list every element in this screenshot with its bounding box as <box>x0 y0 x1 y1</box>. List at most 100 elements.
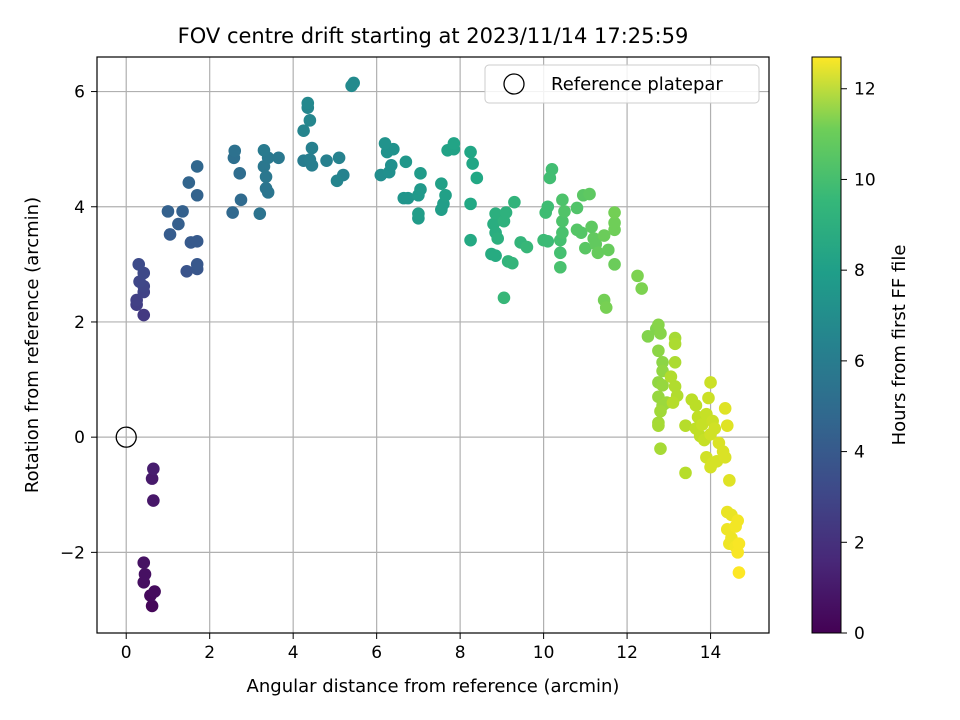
data-point <box>464 233 477 247</box>
data-point <box>259 182 273 195</box>
data-point <box>305 141 319 155</box>
data-point <box>347 76 360 90</box>
data-point <box>401 191 415 205</box>
colorbar: 0 2 4 6 8 10 12 Hours from first FF file <box>811 56 910 644</box>
data-point <box>631 269 644 283</box>
data-point <box>491 232 504 245</box>
data-point <box>508 195 521 209</box>
data-points <box>130 76 746 613</box>
data-point <box>702 391 715 405</box>
data-point <box>570 201 584 215</box>
colorbar-tick-label: 4 <box>854 443 865 463</box>
data-point <box>226 206 239 219</box>
data-point <box>579 241 592 255</box>
data-point <box>608 258 621 271</box>
reference-point <box>115 426 137 448</box>
data-point <box>543 171 557 185</box>
data-point <box>602 243 615 257</box>
data-point <box>330 174 344 188</box>
data-point <box>138 567 152 581</box>
data-point <box>597 229 611 242</box>
data-point <box>399 155 413 169</box>
data-point <box>554 246 567 260</box>
data-point <box>695 418 709 431</box>
data-point <box>147 462 160 476</box>
data-point <box>378 137 392 150</box>
legend-marker <box>503 73 525 95</box>
data-point <box>668 355 682 369</box>
data-point <box>320 154 333 167</box>
colorbar-tick-label: 2 <box>854 533 865 553</box>
colorbar-tick-label: 6 <box>854 352 865 372</box>
data-point <box>635 282 648 295</box>
y-tick-label: −2 <box>60 543 85 563</box>
data-point <box>599 301 613 314</box>
data-point <box>190 160 204 173</box>
x-tick-label: 14 <box>700 643 722 663</box>
data-point <box>172 217 185 231</box>
data-point <box>556 193 569 207</box>
data-point <box>668 337 682 351</box>
grid <box>97 57 769 633</box>
data-point <box>704 427 717 441</box>
data-point <box>233 167 247 180</box>
colorbar-gradient <box>811 56 842 634</box>
data-point <box>130 293 143 307</box>
data-point <box>731 514 744 527</box>
legend-box <box>484 64 760 104</box>
data-point <box>520 240 534 254</box>
colorbar-ticks: 0 2 4 6 8 10 12 <box>841 80 876 644</box>
data-point <box>497 291 511 305</box>
legend: Reference platepar <box>484 64 760 104</box>
data-point <box>412 207 425 220</box>
data-point <box>447 137 461 150</box>
x-tick-label: 6 <box>371 643 382 663</box>
x-tick-label: 10 <box>533 643 555 663</box>
data-point <box>723 474 736 487</box>
data-point <box>145 472 159 485</box>
colorbar-tick-label: 0 <box>854 624 865 644</box>
data-point <box>137 556 151 570</box>
data-point <box>137 308 151 322</box>
x-tick-label: 4 <box>288 643 299 663</box>
data-point <box>228 144 242 158</box>
data-point <box>464 145 477 159</box>
data-point <box>384 158 398 172</box>
data-point <box>656 355 669 369</box>
data-point <box>718 451 732 464</box>
data-point <box>654 442 667 455</box>
data-point <box>679 419 692 432</box>
colorbar-label: Hours from first FF file <box>889 245 910 446</box>
reference-marker <box>115 426 137 448</box>
data-point <box>558 205 571 218</box>
data-point <box>679 466 692 480</box>
legend-label: Reference platepar <box>551 74 723 95</box>
x-tick-label: 2 <box>204 643 215 663</box>
data-point <box>541 235 555 248</box>
data-point <box>180 264 194 278</box>
data-point <box>190 258 204 271</box>
colorbar-tick-label: 12 <box>854 80 876 100</box>
data-point <box>654 404 667 418</box>
data-point <box>666 396 680 409</box>
data-point <box>132 258 146 271</box>
data-point <box>257 144 271 157</box>
y-tick-label: 4 <box>74 198 85 218</box>
data-point <box>145 599 159 613</box>
data-point <box>664 370 678 383</box>
data-point <box>608 206 621 219</box>
data-point <box>489 207 502 220</box>
y-axis-label: Rotation from reference (arcmin) <box>22 197 43 493</box>
data-point <box>556 226 569 239</box>
data-point <box>176 205 189 218</box>
x-tick-label: 8 <box>455 643 466 663</box>
data-point <box>720 419 734 432</box>
data-point <box>641 330 655 343</box>
data-point <box>585 220 598 234</box>
data-point <box>591 246 605 260</box>
data-point <box>435 177 448 191</box>
data-point <box>732 537 746 551</box>
colorbar-tick-label: 10 <box>854 170 876 190</box>
plot-frame <box>96 56 770 634</box>
